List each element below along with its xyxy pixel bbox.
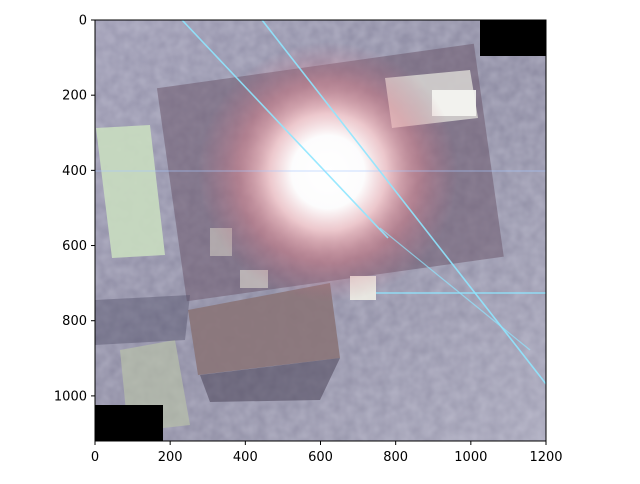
x-tick-label: 600 — [308, 450, 333, 465]
left-building — [96, 125, 165, 258]
aerial-image — [95, 20, 546, 441]
mask-top-right — [480, 20, 546, 56]
y-tick-label: 400 — [62, 164, 87, 179]
x-tick-label: 800 — [383, 450, 408, 465]
y-tick-label: 600 — [62, 239, 87, 254]
x-tick-label: 400 — [233, 450, 258, 465]
scan-line-2 — [261, 20, 546, 385]
x-tick-label: 0 — [91, 450, 99, 465]
lower-roof — [188, 283, 340, 375]
y-axis-ticks: 0 200 400 600 800 1000 — [54, 14, 95, 404]
x-tick-label: 1200 — [529, 450, 562, 465]
y-tick-label: 200 — [62, 89, 87, 104]
y-tick-label: 800 — [62, 314, 87, 329]
x-axis-ticks: 0 200 400 600 800 1000 1200 — [91, 441, 563, 465]
y-tick-label: 1000 — [54, 389, 87, 404]
mask-bottom-left — [95, 405, 163, 441]
y-tick-label: 0 — [79, 14, 87, 29]
x-tick-label: 1000 — [454, 450, 487, 465]
lens-flare — [198, 42, 458, 302]
scan-line-3 — [379, 227, 531, 351]
scan-line-1 — [181, 20, 389, 239]
x-tick-label: 200 — [158, 450, 183, 465]
